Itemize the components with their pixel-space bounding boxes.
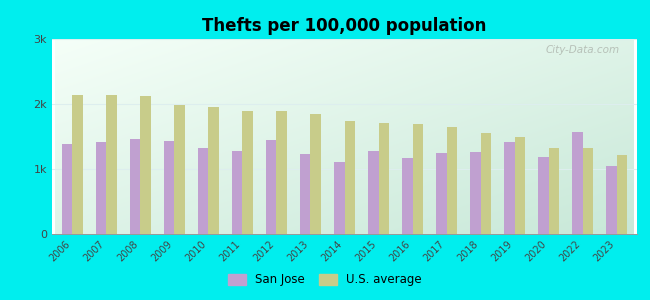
Bar [413,124,423,234]
Bar [470,152,480,234]
Bar [344,121,356,234]
Bar [617,155,627,234]
Bar [96,142,107,234]
Bar [368,152,378,234]
Bar [447,127,458,234]
Bar [572,132,582,234]
Title: Thefts per 100,000 population: Thefts per 100,000 population [202,17,487,35]
Text: City-Data.com: City-Data.com [545,45,619,55]
Bar [504,142,515,234]
Bar [538,157,549,234]
Bar [72,95,83,234]
Bar [606,167,617,234]
Bar [242,110,254,234]
Bar [549,148,560,234]
Legend: San Jose, U.S. average: San Jose, U.S. average [224,269,426,291]
Bar [62,144,72,234]
Bar [515,136,525,234]
Bar [198,148,209,234]
Bar [231,151,242,234]
Bar [174,105,185,234]
Bar [582,148,593,234]
Bar [333,162,344,234]
Bar [436,153,447,234]
Bar [300,154,311,234]
Bar [164,141,174,234]
Bar [140,96,151,234]
Bar [276,110,287,234]
Bar [107,95,117,234]
Bar [129,139,140,234]
Bar [480,133,491,234]
Bar [402,158,413,234]
Bar [311,114,321,234]
Bar [378,123,389,234]
Bar [209,107,219,234]
Bar [266,140,276,234]
